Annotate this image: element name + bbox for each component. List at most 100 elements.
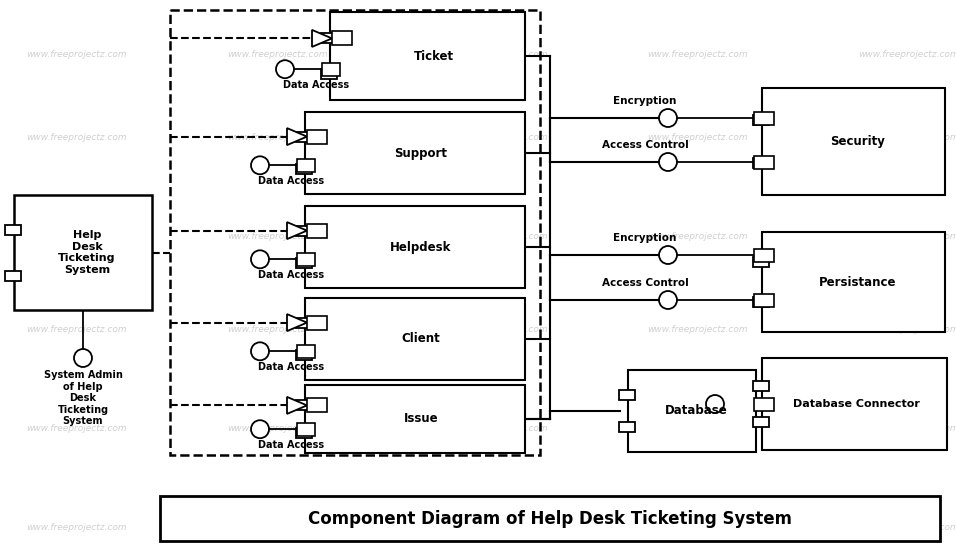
Bar <box>305 385 525 453</box>
Bar <box>753 297 770 307</box>
Bar <box>754 155 774 169</box>
Text: www.freeprojectz.com: www.freeprojectz.com <box>858 523 956 531</box>
Text: www.freeprojectz.com: www.freeprojectz.com <box>446 51 548 59</box>
Bar <box>332 31 352 46</box>
Text: www.freeprojectz.com: www.freeprojectz.com <box>858 133 956 142</box>
Text: www.freeprojectz.com: www.freeprojectz.com <box>26 51 127 59</box>
Circle shape <box>276 60 294 78</box>
Bar <box>305 112 525 194</box>
Bar <box>762 88 945 195</box>
Circle shape <box>659 246 677 264</box>
Bar <box>753 257 770 267</box>
Text: www.freeprojectz.com: www.freeprojectz.com <box>26 133 127 142</box>
Text: www.freeprojectz.com: www.freeprojectz.com <box>858 232 956 240</box>
Text: Encryption: Encryption <box>614 96 677 106</box>
Bar <box>321 69 337 79</box>
Text: www.freeprojectz.com: www.freeprojectz.com <box>647 232 749 240</box>
Bar <box>297 253 315 266</box>
Bar <box>619 390 635 400</box>
Text: www.freeprojectz.com: www.freeprojectz.com <box>227 325 328 334</box>
Bar <box>753 115 770 125</box>
Bar <box>762 232 945 332</box>
Circle shape <box>706 395 724 413</box>
Polygon shape <box>312 30 332 47</box>
Text: Access Control: Access Control <box>601 140 688 150</box>
Circle shape <box>251 420 269 438</box>
Bar <box>307 399 327 412</box>
Bar <box>307 316 327 329</box>
Bar <box>307 130 327 144</box>
Bar <box>754 249 774 261</box>
Bar <box>296 318 313 328</box>
Text: www.freeprojectz.com: www.freeprojectz.com <box>647 424 749 433</box>
Text: www.freeprojectz.com: www.freeprojectz.com <box>26 325 127 334</box>
Circle shape <box>251 342 269 360</box>
Text: www.freeprojectz.com: www.freeprojectz.com <box>227 51 328 59</box>
Text: www.freeprojectz.com: www.freeprojectz.com <box>446 424 548 433</box>
Text: www.freeprojectz.com: www.freeprojectz.com <box>858 424 956 433</box>
Bar <box>628 370 756 452</box>
Polygon shape <box>287 314 307 331</box>
Text: Issue: Issue <box>403 412 438 425</box>
Bar <box>296 259 313 268</box>
Bar <box>322 63 340 76</box>
Bar <box>170 10 540 455</box>
Text: Data Access: Data Access <box>258 362 324 372</box>
Text: www.freeprojectz.com: www.freeprojectz.com <box>647 523 749 531</box>
Bar <box>330 12 525 100</box>
Bar <box>296 226 313 236</box>
Text: www.freeprojectz.com: www.freeprojectz.com <box>647 51 749 59</box>
Text: Ticket: Ticket <box>413 49 453 63</box>
Circle shape <box>74 349 92 367</box>
Bar <box>321 33 337 43</box>
Text: Data Access: Data Access <box>258 270 324 281</box>
Text: www.freeprojectz.com: www.freeprojectz.com <box>446 523 548 531</box>
Text: Help
Desk
Ticketing
System: Help Desk Ticketing System <box>58 230 116 275</box>
Bar <box>296 350 313 360</box>
Bar <box>160 496 940 541</box>
Bar <box>297 159 315 172</box>
Bar <box>296 400 313 411</box>
Polygon shape <box>287 128 307 145</box>
Text: Persistance: Persistance <box>818 276 896 289</box>
Text: Data Access: Data Access <box>258 176 324 186</box>
Text: Encryption: Encryption <box>614 233 677 243</box>
Text: Security: Security <box>830 135 885 148</box>
Circle shape <box>251 156 269 174</box>
Text: Database: Database <box>664 405 728 417</box>
Circle shape <box>659 291 677 309</box>
Text: Access Control: Access Control <box>601 278 688 288</box>
Text: www.freeprojectz.com: www.freeprojectz.com <box>227 232 328 240</box>
Bar <box>754 111 774 125</box>
Bar <box>753 158 770 168</box>
Polygon shape <box>287 397 307 414</box>
Text: www.freeprojectz.com: www.freeprojectz.com <box>227 424 328 433</box>
Bar <box>14 195 152 310</box>
Text: Helpdesk: Helpdesk <box>390 240 451 254</box>
Text: www.freeprojectz.com: www.freeprojectz.com <box>446 325 548 334</box>
Text: www.freeprojectz.com: www.freeprojectz.com <box>858 51 956 59</box>
Bar <box>296 164 313 175</box>
Text: www.freeprojectz.com: www.freeprojectz.com <box>26 232 127 240</box>
Bar <box>754 294 774 306</box>
Text: www.freeprojectz.com: www.freeprojectz.com <box>446 133 548 142</box>
Text: Database Connector: Database Connector <box>793 399 920 409</box>
Bar <box>305 298 525 380</box>
Circle shape <box>251 250 269 268</box>
Bar <box>296 428 313 438</box>
Text: Component Diagram of Help Desk Ticketing System: Component Diagram of Help Desk Ticketing… <box>308 509 792 528</box>
Bar <box>296 132 313 142</box>
Bar <box>5 271 21 281</box>
Text: www.freeprojectz.com: www.freeprojectz.com <box>647 133 749 142</box>
Text: www.freeprojectz.com: www.freeprojectz.com <box>858 325 956 334</box>
Text: www.freeprojectz.com: www.freeprojectz.com <box>26 523 127 531</box>
Text: www.freeprojectz.com: www.freeprojectz.com <box>446 232 548 240</box>
Text: www.freeprojectz.com: www.freeprojectz.com <box>647 325 749 334</box>
Text: www.freeprojectz.com: www.freeprojectz.com <box>227 133 328 142</box>
Text: Data Access: Data Access <box>283 80 349 90</box>
Circle shape <box>659 109 677 127</box>
Bar <box>753 380 770 390</box>
Bar <box>754 397 774 411</box>
Bar <box>762 358 947 450</box>
Bar <box>305 206 525 288</box>
